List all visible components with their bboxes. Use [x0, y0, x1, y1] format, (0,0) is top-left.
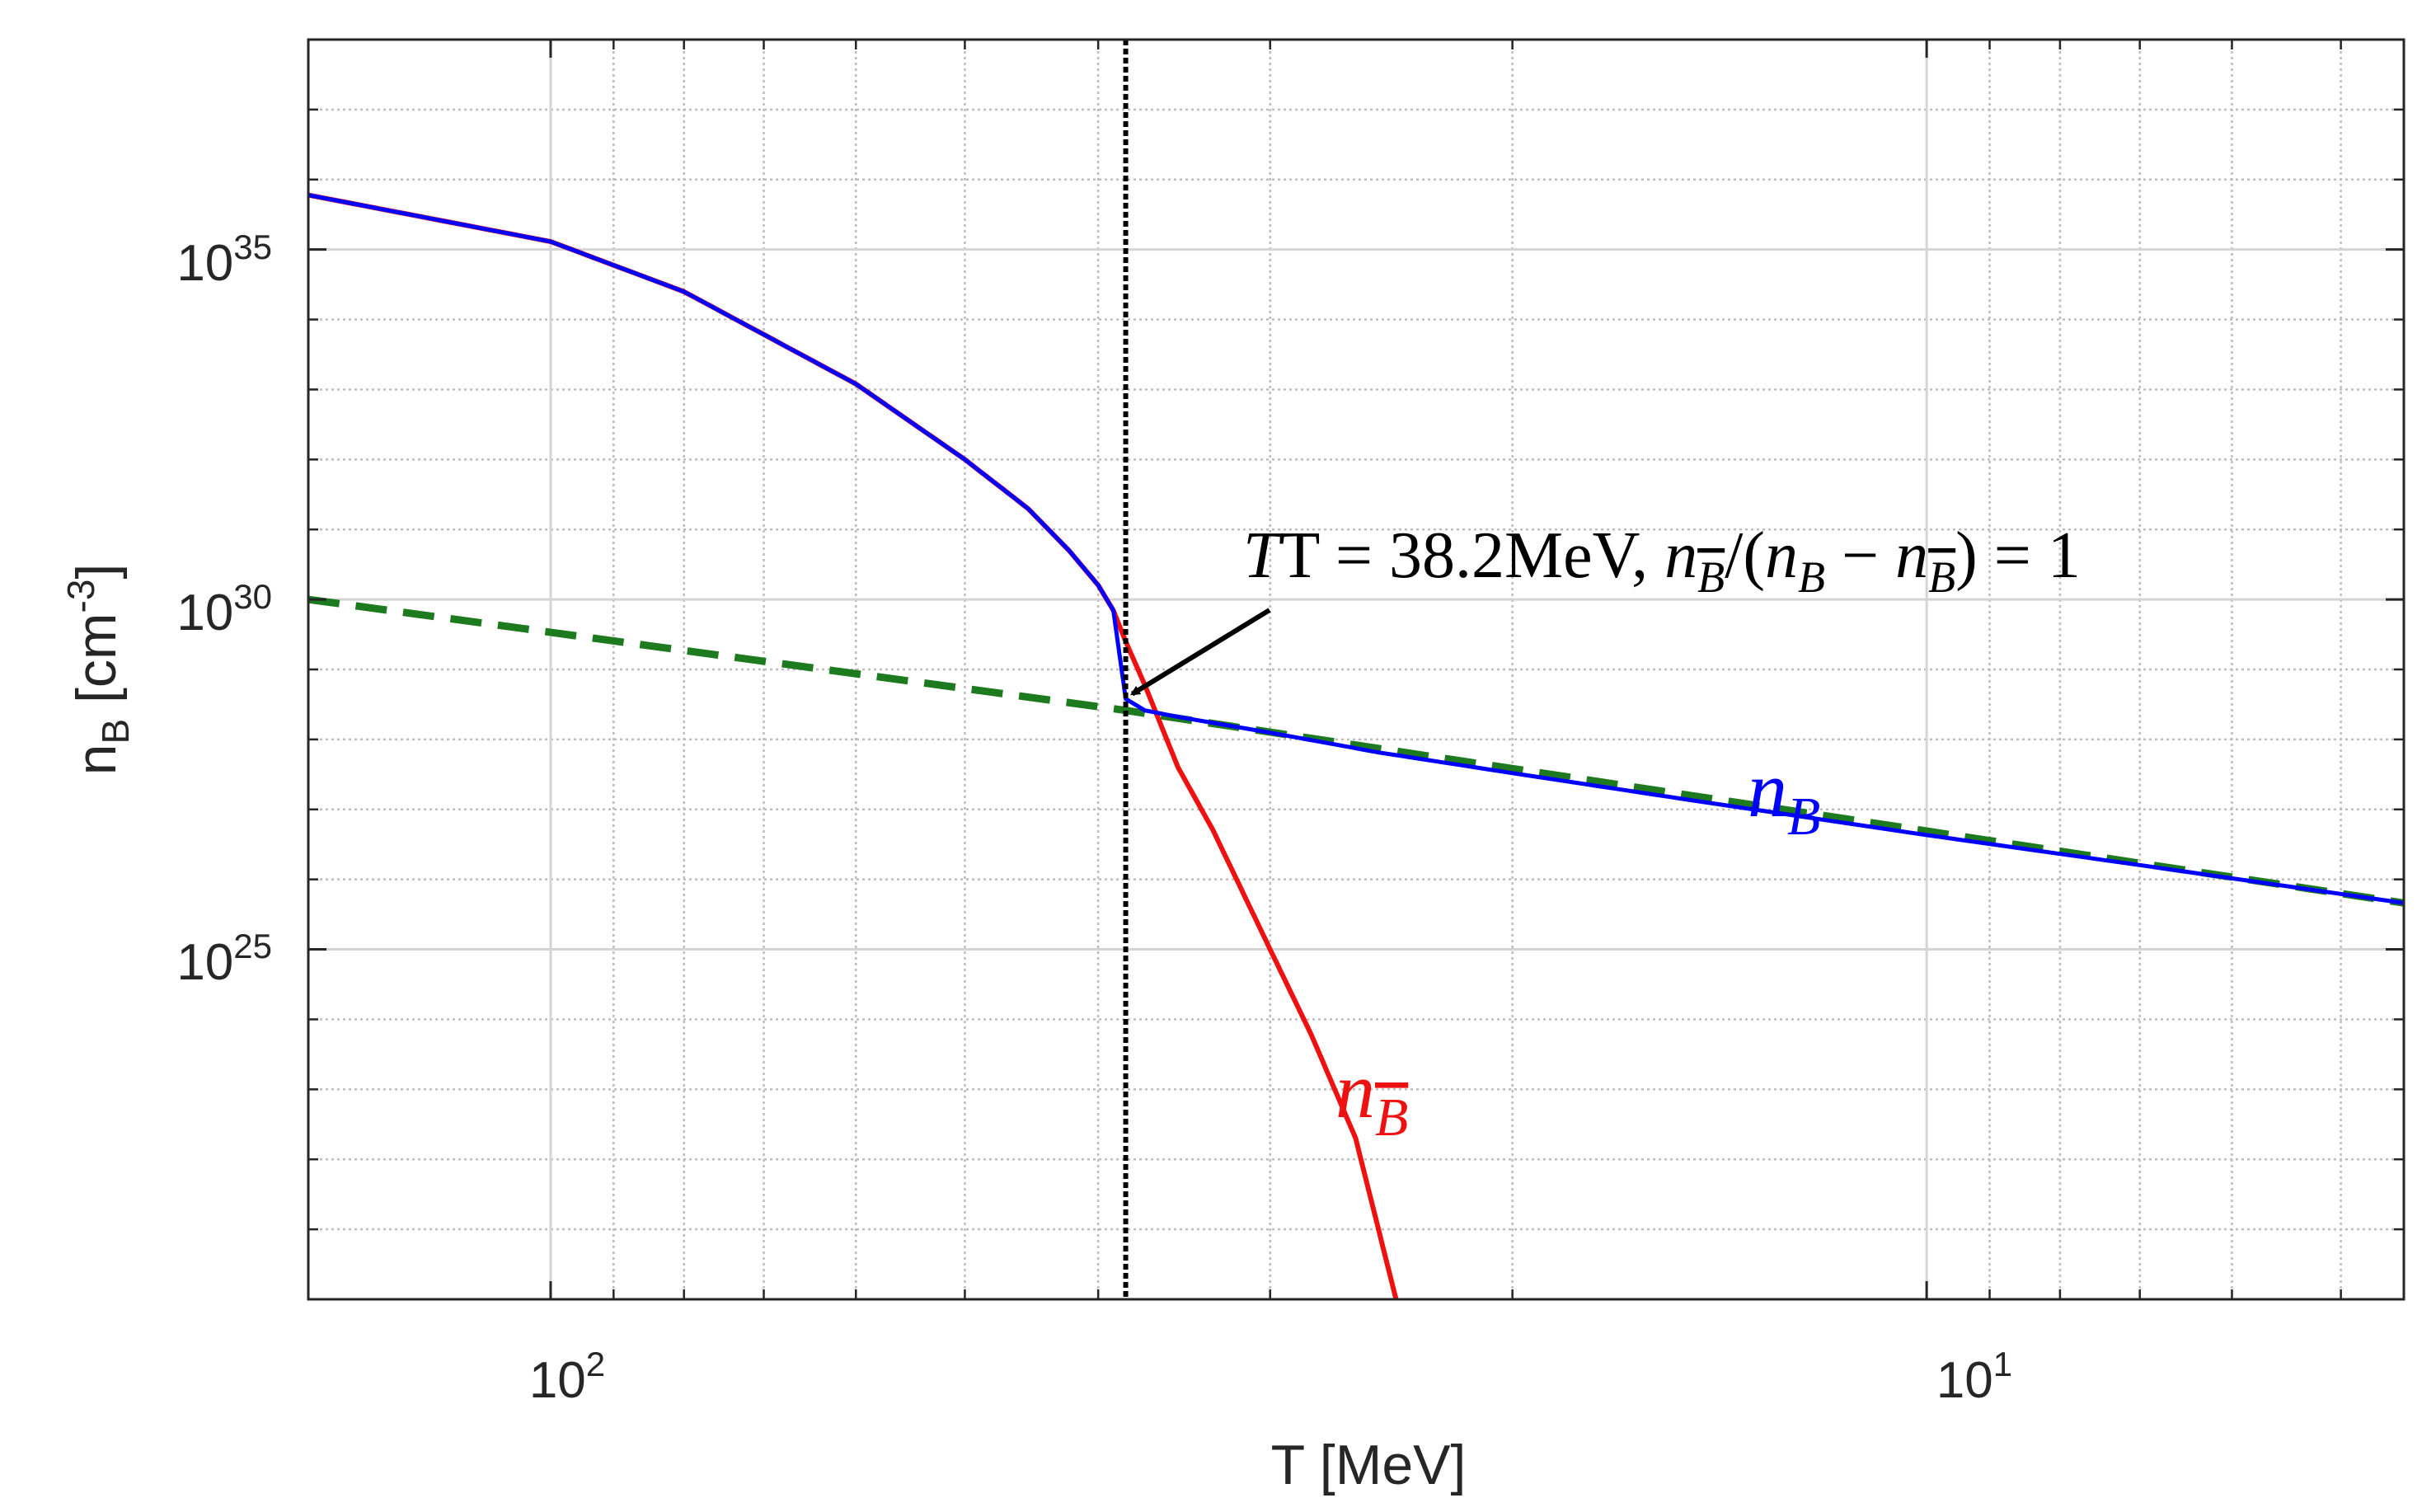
y-axis-title: nB [cm-3] — [59, 564, 137, 776]
y-tick-label-1e25: 1025 — [176, 927, 272, 991]
x-axis-ticks — [549, 40, 2342, 1299]
x-tick-label-10: 101 — [1936, 1345, 2012, 1409]
nb-series-label: nB — [1748, 745, 1820, 847]
x-axis-title: T [MeV] — [1271, 1434, 1467, 1496]
x-tick-label-100: 102 — [529, 1345, 605, 1409]
nb-bar-series-label: nB — [1335, 1046, 1408, 1148]
annotation-text: TT = 38.2MeV, nB/(nB − nB) = 1 — [1243, 519, 2081, 602]
y-axis-ticks — [308, 38, 2404, 1301]
y-tick-label-1e35: 1035 — [176, 228, 272, 292]
nb-line — [308, 193, 2404, 905]
y-tick-label-1e30: 1030 — [176, 577, 272, 641]
nb-asymptote-dashed-line — [308, 595, 2404, 907]
annotation-arrow — [1129, 608, 1271, 697]
